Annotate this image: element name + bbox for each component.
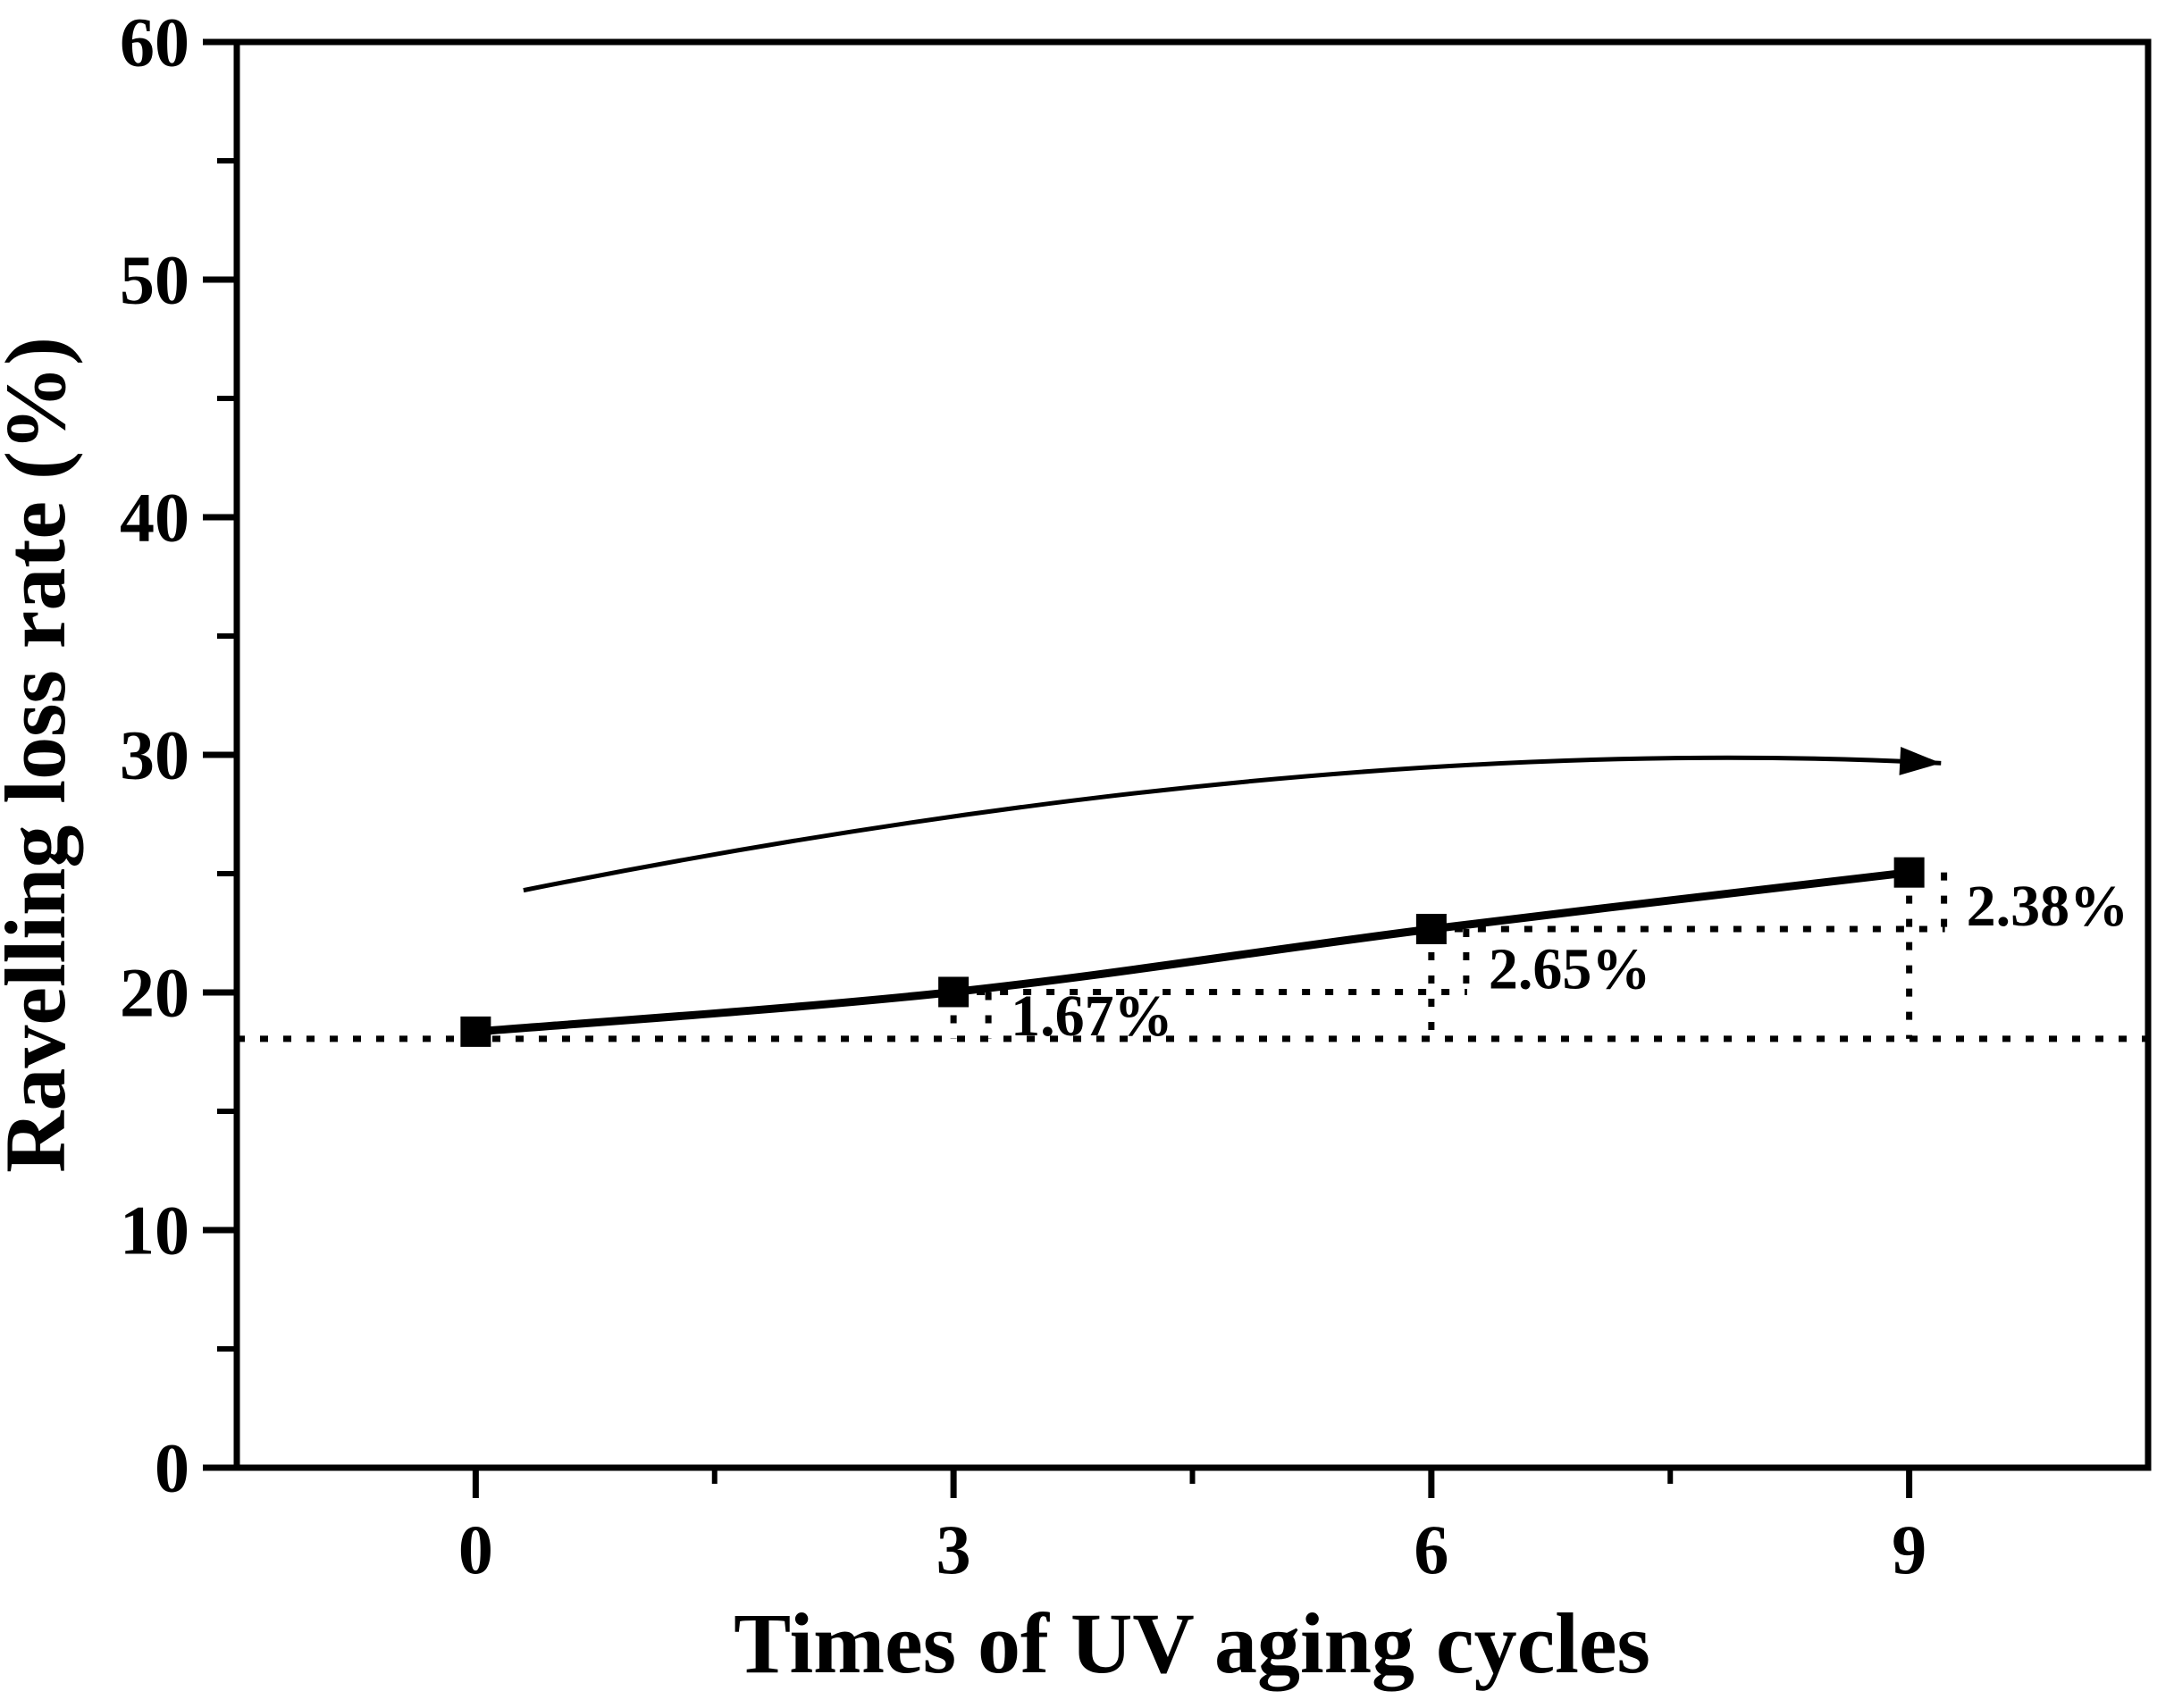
data-point-marker [1415,913,1447,944]
plot-frame [233,38,2152,1471]
increment-label: 1.67% [1011,984,1173,1049]
x-tick-label: 0 [458,1511,493,1588]
increment-label: 2.38% [1967,874,2129,939]
x-tick-label: 6 [1414,1511,1448,1588]
x-tick-label: 9 [1892,1511,1926,1588]
y-tick-label: 20 [120,954,189,1032]
y-tick-label: 10 [120,1192,189,1269]
increment-label: 2.65% [1489,936,1651,1001]
y-tick-label: 30 [120,716,189,794]
x-tick-label: 3 [936,1511,971,1588]
data-point-marker [1893,857,1925,888]
data-curve [475,868,1910,1036]
data-point-marker [938,976,969,1008]
plot-area: 0 10 20 30 40 50 60 0 3 6 9 1.67% 2.65% 2.38% [120,4,2152,1588]
y-tick-label: 60 [120,4,189,81]
trend-arrow-head [1899,746,1942,775]
x-axis-title: Times of UV aging cycles [734,1595,1650,1691]
trend-arrow-shaft [523,755,1942,893]
y-axis-title: Ravelling loss rate (%) [0,337,83,1173]
y-tick-label: 50 [120,241,189,319]
y-tick-label: 40 [120,479,189,557]
data-point-marker [460,1016,491,1047]
y-tick-label: 0 [155,1429,189,1507]
